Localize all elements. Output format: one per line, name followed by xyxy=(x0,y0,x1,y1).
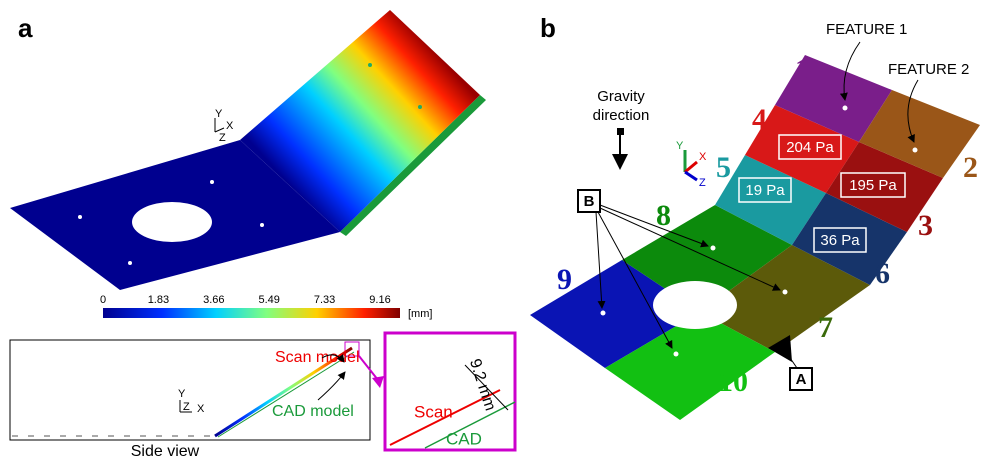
colorbar-tick-label: 3.66 xyxy=(203,294,224,306)
colorbar-tick-label: 7.33 xyxy=(314,294,335,306)
patch-number: 10 xyxy=(718,365,748,398)
patch-number: 1 xyxy=(795,53,810,86)
colorbar-unit: [mm] xyxy=(408,308,432,320)
axis-label: X xyxy=(226,120,234,132)
gravity-source xyxy=(617,128,624,135)
marker-b: B xyxy=(584,193,595,210)
axis-label: Z xyxy=(219,132,226,144)
pressure-label: 36 Pa xyxy=(820,232,860,249)
hole xyxy=(132,202,212,242)
axis-label: Y xyxy=(178,388,186,400)
hole xyxy=(653,281,737,329)
figure: a Y X Z 0 1.83 3.66 5.49 7.33 9.16 [mm] Scan … xyxy=(0,0,1002,460)
pressure-label: 19 Pa xyxy=(745,182,785,199)
gravity-label: Gravity xyxy=(597,88,645,105)
feature-1-label: FEATURE 1 xyxy=(826,21,907,38)
patch-number: 5 xyxy=(716,151,731,184)
axis-label: Z xyxy=(699,177,706,189)
patch-number: 3 xyxy=(918,209,933,242)
axis-triad: Y X Z xyxy=(676,140,707,189)
axis-label: X xyxy=(699,151,707,163)
a-connector xyxy=(788,355,797,368)
gravity-label: direction xyxy=(593,107,650,124)
inset-scan-label: Scan xyxy=(414,402,453,421)
patch-number: 4 xyxy=(752,103,767,136)
panel-label: b xyxy=(540,13,556,43)
inset-cad-label: CAD xyxy=(446,429,482,448)
cad-label: CAD model xyxy=(272,403,354,420)
axis-label: Z xyxy=(183,401,190,413)
arrow xyxy=(318,372,345,400)
pressure-label: 195 Pa xyxy=(849,177,897,194)
marker-a: A xyxy=(796,371,807,388)
axis-label: Y xyxy=(676,140,684,152)
patch-number: 9 xyxy=(557,263,572,296)
panel-label: a xyxy=(18,13,33,43)
axis-label: X xyxy=(197,403,205,415)
colorbar xyxy=(103,308,400,318)
zoom-connector xyxy=(359,356,378,380)
colorbar-tick-label: 0 xyxy=(100,294,106,306)
pressure-label: 204 Pa xyxy=(786,139,834,156)
scan-label: Scan model xyxy=(275,349,360,366)
patch-number: 2 xyxy=(963,151,978,184)
axis-triad: Y X Z xyxy=(215,108,234,144)
colorbar-tick-label: 5.49 xyxy=(258,294,279,306)
patch-number: 6 xyxy=(875,257,890,290)
colorbar-tick-label: 9.16 xyxy=(369,294,390,306)
feature-2-label: FEATURE 2 xyxy=(888,61,969,78)
colorbar-tick-label: 1.83 xyxy=(148,294,169,306)
side-axis-triad: Y Z X xyxy=(178,388,205,415)
zoom-arrowhead xyxy=(372,376,384,388)
patch-number: 7 xyxy=(818,311,833,344)
axis-label: Y xyxy=(215,108,223,120)
side-view-caption: Side view xyxy=(131,443,200,460)
